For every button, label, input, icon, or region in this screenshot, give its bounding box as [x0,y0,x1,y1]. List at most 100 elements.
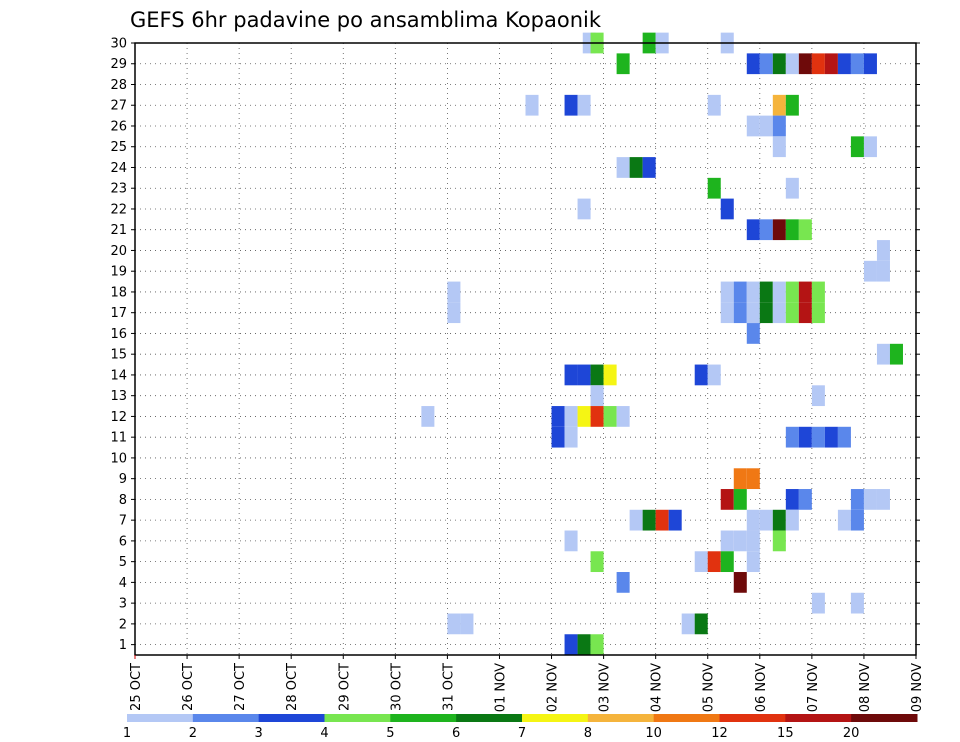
precip-cell [876,260,890,282]
precip-cell [590,385,604,407]
colorbar-swatch [258,714,325,722]
precip-cell [616,572,630,593]
precip-cell [850,53,864,75]
precip-cell [876,343,890,365]
colorbar-label: 20 [843,726,860,741]
colorbar-swatch [719,714,786,722]
precip-cell [590,551,604,573]
colorbar-label: 6 [452,726,460,741]
colorbar-swatch [851,714,918,722]
x-tick-label: 31 OCT [441,663,456,711]
precip-cell [772,53,786,75]
colorbar-swatch [522,714,589,722]
colorbar-swatch [127,714,194,722]
precip-cell [863,489,877,510]
x-tick-label: 29 OCT [337,663,352,711]
precip-cell [707,94,721,116]
x-tick-label: 03 NOV [598,663,613,712]
precip-cell [447,302,461,324]
precip-cell [876,240,890,261]
precip-cell [850,592,864,614]
precip-cell [850,136,864,158]
precip-cell [733,468,747,490]
precip-cell [798,219,812,241]
precip-cell [772,302,786,324]
colorbar-swatch [456,714,523,722]
precip-cell [525,94,539,116]
precip-cell [655,509,669,531]
precip-cell [720,281,734,303]
plot-frame [134,42,917,656]
precip-cell [746,551,760,573]
precip-cell [837,426,851,448]
colorbar-label: 4 [320,726,328,741]
precip-cell [616,53,630,75]
x-tick-label: 04 NOV [650,663,665,712]
precip-cell [798,302,812,324]
precip-cell [785,302,799,324]
y-tick-label: 25 [110,140,127,155]
precip-cell [447,613,461,635]
colorbar-label: 3 [255,726,263,741]
y-tick-label: 8 [119,493,127,508]
precip-cell [746,530,760,552]
x-tick-label: 28 OCT [285,663,300,711]
precip-cell [577,634,591,655]
precip-cell [837,53,851,75]
precip-cell [785,219,799,241]
colorbar-label: 5 [386,726,394,741]
precip-cell [642,509,656,531]
precip-cell [746,281,760,303]
y-tick-label: 22 [110,202,127,217]
precip-cell [564,426,578,448]
precip-cell [772,94,786,116]
precip-cell [564,94,578,116]
heatmap-cells [421,32,903,655]
precip-cell [811,426,825,448]
precip-cell [577,364,591,386]
precip-cell [577,94,591,116]
precip-cell [447,281,461,303]
precip-cell [746,53,760,75]
x-tick-label: 02 NOV [546,663,561,712]
y-tick-label: 18 [110,285,127,300]
precip-cell [564,406,578,427]
colorbar-legend: 1 2 3 4 5 6 7 8 10 12 15 20 [123,714,918,741]
precip-cell [759,509,773,531]
precip-cell [772,136,786,158]
precip-cell [616,157,630,178]
y-tick-label: 15 [110,348,127,363]
y-tick-label: 9 [119,472,127,487]
y-tick-label: 24 [110,161,127,176]
precip-cell [785,426,799,448]
y-tick-label: 2 [119,617,127,632]
precip-cell [759,115,773,137]
precip-cell [577,406,591,427]
precip-cell [720,302,734,324]
precip-cell [772,509,786,531]
precip-cell [629,509,643,531]
y-tick-label: 20 [110,244,127,259]
precip-cell [616,406,630,427]
precip-cell [746,302,760,324]
precip-cell [642,157,656,178]
precip-cell [720,198,734,220]
precip-cell [564,364,578,386]
precip-cell [785,53,799,75]
precip-cell [746,468,760,490]
precip-cell [759,281,773,303]
chart-title: GEFS 6hr padavine po ansamblima Kopaonik [130,8,602,32]
x-tick-label: 07 NOV [806,663,821,712]
y-axis-ticks: 1234567891011121314151617181920212223242… [110,37,920,653]
precip-cell [837,509,851,531]
precip-cell [603,364,617,386]
y-tick-label: 19 [110,265,127,280]
y-tick-label: 11 [110,431,127,446]
precip-cell [551,406,565,427]
x-tick-label: 25 OCT [129,663,144,711]
colorbar-swatch [785,714,852,722]
colorbar-label: 1 [123,726,131,741]
precip-cell [460,613,474,635]
precip-cell [733,489,747,510]
precip-cell [863,53,877,75]
